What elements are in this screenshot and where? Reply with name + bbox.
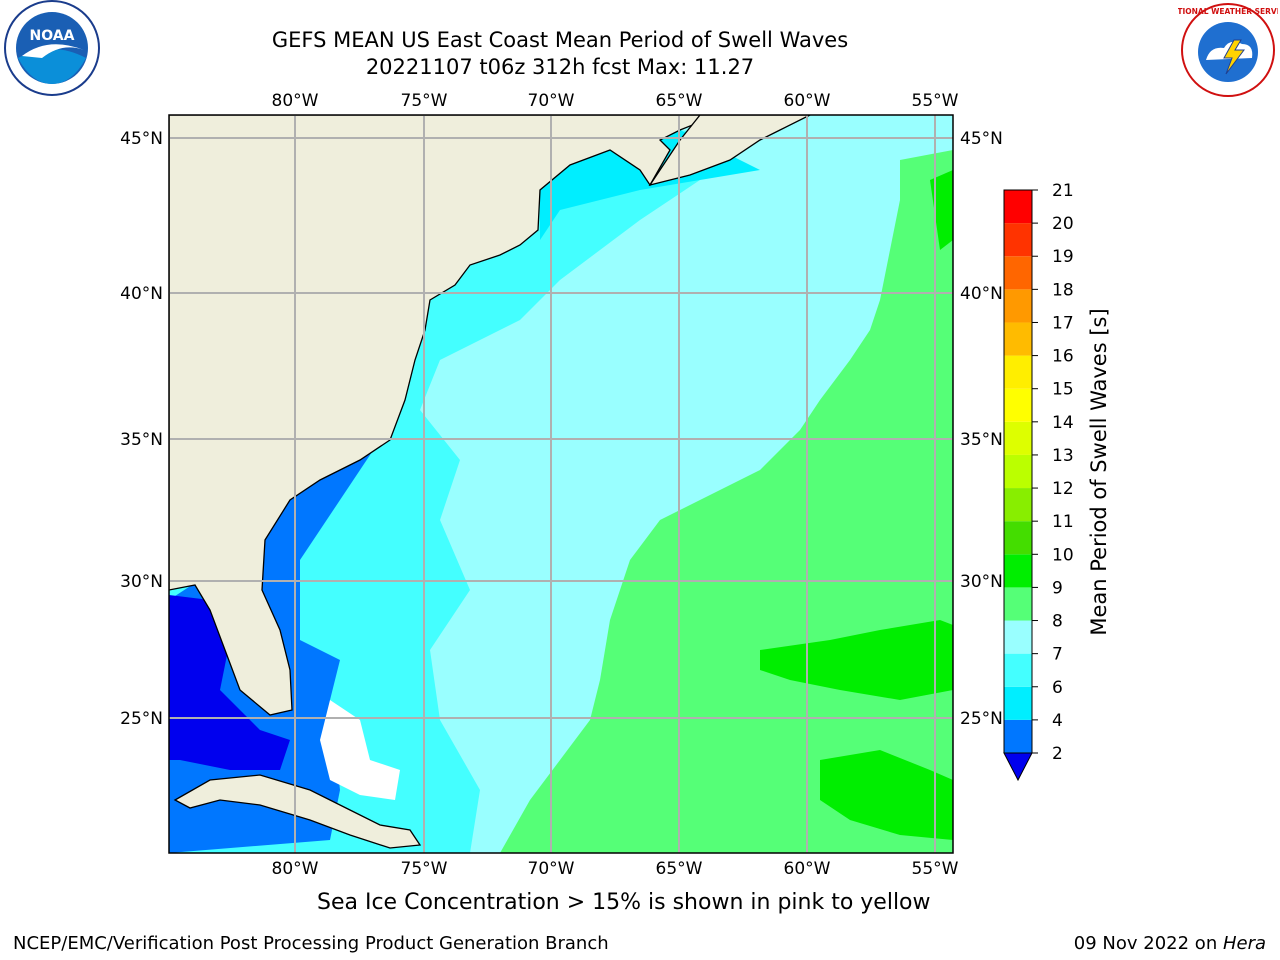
lon-label: 80°W — [272, 91, 319, 111]
lat-label: 45°N — [120, 129, 163, 149]
colorbar-band — [1004, 488, 1032, 522]
colorbar-tick-label: 6 — [1052, 678, 1063, 698]
colorbar-band — [1004, 190, 1032, 224]
lat-label: 25°N — [120, 709, 163, 729]
lon-label: 55°W — [912, 859, 959, 879]
colorbar-tick-label: 2 — [1052, 744, 1063, 764]
colorbar-band — [1004, 454, 1032, 489]
lat-label: 40°N — [120, 284, 163, 304]
colorbar-extend-triangle — [1003, 752, 1033, 782]
colorbar-tick-label: 21 — [1052, 181, 1074, 201]
right-latitude-labels: 45°N 40°N 35°N 30°N 25°N — [960, 129, 1003, 729]
colorbar-tick-label: 14 — [1052, 413, 1074, 433]
lon-label: 70°W — [528, 859, 575, 879]
colorbar-band — [1004, 289, 1032, 323]
colorbar-tick-label: 4 — [1052, 711, 1063, 731]
colorbar: 2 4 6 7 8 9 10 11 12 13 14 15 16 17 18 19 20 21 — [1003, 181, 1074, 782]
sea-ice-note: Sea Ice Concentration > 15% is shown in … — [317, 890, 931, 915]
colorbar-tick-label: 16 — [1052, 347, 1074, 367]
colorbar-band — [1004, 719, 1032, 753]
colorbar-tick-label: 19 — [1052, 247, 1074, 267]
colorbar-band — [1004, 388, 1032, 422]
swell-2-4-gulf-region — [169, 595, 290, 770]
noaa-logo-text: NOAA — [30, 28, 75, 44]
lon-label: 60°W — [784, 859, 831, 879]
colorbar-band — [1004, 322, 1032, 356]
colorbar-tick-label: 7 — [1052, 645, 1063, 665]
lat-label: 45°N — [960, 129, 1003, 149]
colorbar-tick-label: 17 — [1052, 313, 1074, 333]
colorbar-band — [1004, 620, 1032, 654]
date-text: 09 Nov 2022 on — [1073, 933, 1223, 954]
colorbar-tick-label: 9 — [1052, 578, 1063, 598]
colorbar-tick-label: 18 — [1052, 280, 1074, 300]
lon-label: 65°W — [656, 91, 703, 111]
nws-logo-text: NATIONAL WEATHER SERVICE — [1178, 7, 1278, 16]
colorbar-band — [1004, 587, 1032, 621]
land-bahamas — [320, 700, 400, 800]
lon-label: 55°W — [912, 91, 959, 111]
chart-subtitle: 20221107 t06z 312h fcst Max: 11.27 — [365, 55, 755, 79]
lon-label: 65°W — [656, 859, 703, 879]
colorbar-band — [1004, 554, 1032, 588]
bottom-longitude-labels: 80°W 75°W 70°W 65°W 60°W 55°W — [272, 859, 959, 879]
colorbar-tick-label: 15 — [1052, 380, 1074, 400]
lon-label: 60°W — [784, 91, 831, 111]
colorbar-band — [1004, 421, 1032, 455]
noaa-logo: NOAA — [4, 0, 100, 96]
colorbar-tick-label: 10 — [1052, 545, 1074, 565]
lon-label: 75°W — [401, 859, 448, 879]
colorbar-band — [1004, 521, 1032, 555]
colorbar-band — [1004, 256, 1032, 290]
lat-label: 40°N — [960, 284, 1003, 304]
land-cuba — [173, 774, 422, 849]
colorbar-label: Mean Period of Swell Waves [s] — [1087, 308, 1111, 635]
colorbar-tick-label: 13 — [1052, 446, 1074, 466]
colorbar-band — [1004, 355, 1032, 389]
map-plot-area — [169, 115, 953, 853]
colorbar-band — [1004, 686, 1032, 720]
lat-label: 30°N — [120, 572, 163, 592]
swell-10-11-region — [760, 620, 953, 700]
colorbar-band — [1004, 223, 1032, 257]
lon-label: 75°W — [401, 91, 448, 111]
lat-label: 30°N — [960, 572, 1003, 592]
colorbar-tick-label: 11 — [1052, 512, 1074, 532]
colorbar-tick-label: 8 — [1052, 612, 1063, 632]
colorbar-band — [1004, 653, 1032, 687]
left-latitude-labels: 45°N 40°N 35°N 30°N 25°N — [120, 129, 163, 729]
colorbar-tick-label: 20 — [1052, 214, 1074, 234]
map-frame — [168, 114, 954, 854]
nws-logo: NATIONAL WEATHER SERVICE — [1178, 3, 1278, 97]
land-nova-scotia — [648, 115, 811, 187]
top-longitude-labels: 80°W 75°W 70°W 65°W 60°W 55°W — [272, 91, 959, 111]
lat-label: 35°N — [960, 430, 1003, 450]
colorbar-tick-label: 12 — [1052, 479, 1074, 499]
lon-label: 70°W — [528, 91, 575, 111]
swell-10-11-region-south — [820, 750, 953, 840]
map-gridlines — [169, 115, 953, 853]
date-line: 09 Nov 2022 on Hera — [1074, 933, 1266, 954]
chart-title: GEFS MEAN US East Coast Mean Period of S… — [271, 28, 849, 52]
lon-label: 80°W — [272, 859, 319, 879]
colorbar-frame — [1003, 189, 1033, 754]
machine-name: Hera — [1222, 933, 1266, 954]
lat-label: 35°N — [120, 430, 163, 450]
credit-line: NCEP/EMC/Verification Post Processing Pr… — [13, 933, 609, 954]
lat-label: 25°N — [960, 709, 1003, 729]
